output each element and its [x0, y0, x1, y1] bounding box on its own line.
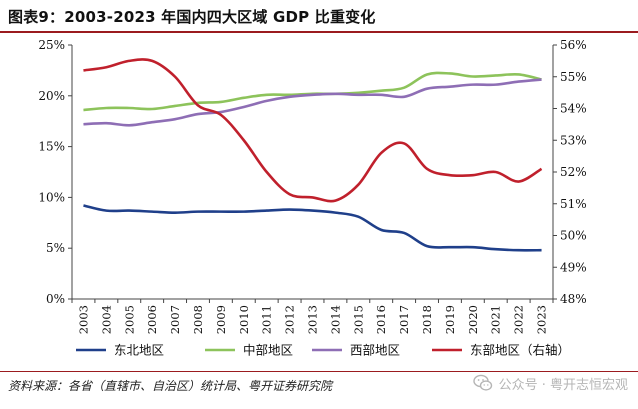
- x-tick-label: 2016: [374, 305, 388, 334]
- x-tick-label: 2009: [214, 305, 228, 334]
- series-line-1: [83, 71, 542, 112]
- x-tick-label: 2011: [260, 305, 274, 334]
- x-tick-label: 2015: [351, 305, 365, 334]
- y-left-tick-label: 0%: [46, 292, 65, 306]
- y-right-tick-label: 48%: [560, 292, 587, 306]
- title-divider: [0, 31, 638, 33]
- y-left-tick-label: 25%: [38, 38, 65, 52]
- source-divider: [0, 371, 638, 372]
- x-tick-label: 2010: [237, 305, 251, 334]
- x-tick-label: 2020: [466, 305, 480, 334]
- y-right-tick-label: 52%: [560, 165, 587, 179]
- chart-title: 图表9：2003-2023 年国内四大区域 GDP 比重变化: [8, 8, 376, 26]
- y-right-tick-label: 56%: [560, 38, 587, 52]
- x-tick-label: 2022: [512, 305, 526, 334]
- x-tick-label: 2012: [283, 305, 297, 334]
- series-line-3: [83, 58, 543, 203]
- x-tick-label: 2019: [443, 305, 457, 334]
- x-tick-label: 2007: [168, 305, 182, 334]
- watermark: 公众号 · 粤开志恒宏观: [472, 373, 628, 393]
- x-tick-label: 2021: [489, 305, 503, 334]
- x-tick-label: 2003: [76, 305, 90, 334]
- x-tick-label: 2018: [420, 305, 434, 334]
- y-left-tick-label: 20%: [38, 89, 65, 103]
- x-tick-label: 2006: [145, 305, 159, 334]
- y-left-tick-label: 15%: [38, 140, 65, 154]
- series-line-2: [83, 78, 542, 127]
- source-note: 资料来源：各省（直辖市、自治区）统计局、粤开证券研究院: [8, 379, 333, 393]
- line-chart: 0% 5% 10% 15% 20% 25% 48% 49% 50% 51% 52% 53% 54% 55%…: [38, 38, 587, 358]
- y-right-tick-label: 50%: [560, 229, 587, 243]
- y-left-tick-label: 10%: [38, 190, 65, 204]
- x-tick-label: 2014: [328, 305, 342, 334]
- x-tick-label: 2023: [535, 305, 549, 334]
- y-right-tick-label: 54%: [560, 102, 587, 116]
- x-tick-label: 2004: [99, 305, 113, 334]
- x-tick-label: 2008: [191, 305, 205, 334]
- x-tick-label: 2017: [397, 305, 411, 334]
- x-tick-label: 2005: [122, 305, 136, 334]
- series-line-0: [83, 204, 542, 252]
- y-left-tick-label: 5%: [46, 241, 65, 255]
- x-tick-label: 2013: [306, 305, 320, 334]
- y-right-tick-label: 51%: [560, 197, 587, 211]
- legend-label-3: 东部地区（右轴）: [470, 343, 570, 358]
- legend-label-0: 东北地区: [114, 343, 164, 358]
- legend-label-2: 西部地区: [350, 343, 400, 358]
- y-right-tick-label: 49%: [560, 260, 587, 274]
- wechat-icon: [472, 374, 492, 391]
- legend-label-1: 中部地区: [243, 343, 293, 358]
- y-right-tick-label: 55%: [560, 70, 587, 84]
- watermark-text: 公众号 · 粤开志恒宏观: [498, 377, 628, 393]
- y-right-tick-label: 53%: [560, 133, 587, 147]
